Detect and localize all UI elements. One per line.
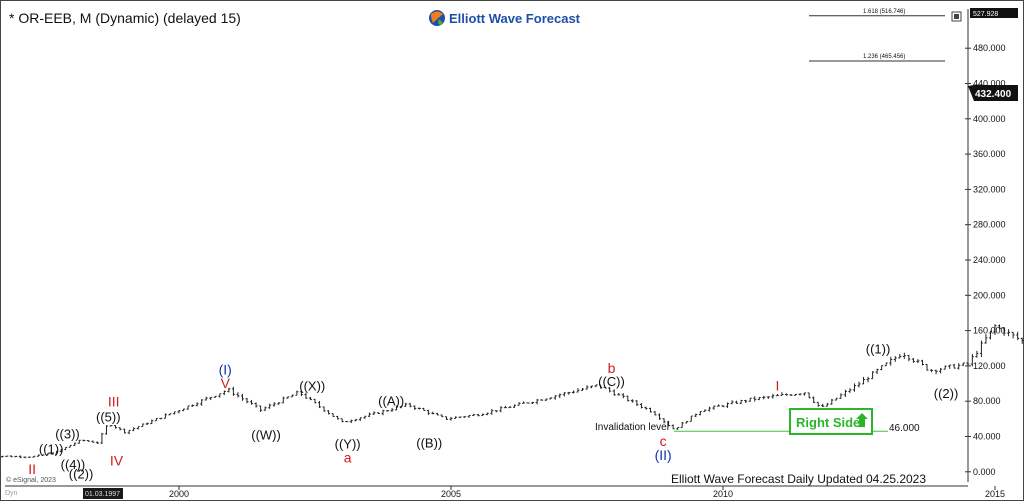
wave-label: ((X)): [299, 379, 325, 394]
invalidation-label: Invalidation level: [595, 422, 669, 433]
ohlc-bars: [1, 324, 1024, 459]
price-tick-label: 160.000: [973, 326, 1006, 336]
right-side-badge-frame: [789, 408, 873, 435]
price-tick-label: 440.000: [973, 79, 1006, 89]
last-price-value: 432.400: [975, 89, 1012, 100]
wave-label: ((4)): [61, 457, 86, 472]
time-tick-label: 2000: [169, 489, 189, 499]
top-price-tag: 527.928: [970, 8, 1018, 18]
price-tick-label: 480.000: [973, 43, 1006, 53]
window-box-inner: [954, 14, 959, 19]
wave-label: ((1)): [39, 441, 64, 456]
up-arrow-icon: [856, 413, 868, 427]
price-tick-label: 240.000: [973, 255, 1006, 265]
wave-label: ((C)): [598, 374, 625, 389]
price-tick-label: 40.000: [973, 432, 1001, 442]
fib-level-label: 1.618 (516.746): [863, 9, 905, 15]
wave-label: ((2)): [69, 467, 94, 482]
wave-label: IV: [110, 452, 124, 468]
globe-land-mark: [438, 19, 443, 25]
settings-button[interactable]: [951, 11, 962, 22]
wave-label: ((W)): [251, 428, 281, 443]
wave-label: ((A)): [378, 394, 404, 409]
wave-label: ((1)): [866, 342, 891, 357]
date-marker: 01.03.1997: [85, 491, 120, 498]
globe-land-mark: [431, 11, 443, 23]
wave-label: ((5)): [96, 409, 121, 424]
axes: 0.000 40.000 80.000 120.000 160.000 200.000 24…: [5, 8, 1006, 499]
right-side-label: Right Side: [796, 415, 860, 430]
wave-label: I: [775, 378, 779, 394]
price-tick-label: 320.000: [973, 184, 1006, 194]
time-tick-label: 2015: [985, 489, 1005, 499]
wave-label: (I): [219, 362, 232, 378]
copyright: © eSignal, 2023: [6, 476, 56, 484]
price-tick-label: 280.000: [973, 220, 1006, 230]
last-price-tag: 432.400: [968, 85, 1018, 101]
last-price-marker: [968, 85, 1018, 101]
wave-label: II: [28, 461, 36, 477]
chart-title: * OR-EEB, M (Dynamic) (delayed 15): [9, 10, 241, 26]
top-price-marker: [970, 8, 1018, 18]
price-tick-label: 360.000: [973, 149, 1006, 159]
wave-label: ((B)): [416, 436, 442, 451]
wave-label: a: [344, 450, 352, 466]
wave-label: c: [660, 433, 667, 449]
wave-label: ((Y)): [335, 437, 361, 452]
chart-overlays: 1.618 (516.746) 1.236 (465.456): [674, 9, 945, 432]
time-tick-label: 2005: [441, 489, 461, 499]
wave-labels: III((1))((2))((3))((4))((5))IIIIV(I)V((W…: [28, 342, 959, 482]
wave-label: (II): [655, 447, 672, 463]
wave-label: b: [608, 360, 616, 376]
price-tick-label: 80.000: [973, 396, 1001, 406]
price-tick-label: 400.000: [973, 114, 1006, 124]
price-tick-label: 0.000: [973, 467, 996, 477]
invalidation-value: 46.000: [889, 423, 920, 434]
corner-label: Dyn: [5, 490, 18, 497]
right-side-badge: Right Side: [789, 408, 873, 435]
top-price-value: 527.928: [973, 11, 998, 18]
brand-logo: Elliott Wave Forecast: [429, 10, 581, 26]
price-tick-label: 200.000: [973, 290, 1006, 300]
date-marker-box: [83, 488, 123, 499]
wave-label: ((3)): [55, 426, 80, 441]
fib-level-label: 1.236 (465.456): [863, 54, 905, 60]
time-tick-label: 2010: [713, 489, 733, 499]
wave-label: ((2)): [934, 386, 959, 401]
brand-name: Elliott Wave Forecast: [449, 11, 581, 26]
updated-note: Elliott Wave Forecast Daily Updated 04.2…: [671, 472, 926, 486]
wave-label: V: [221, 375, 231, 391]
wave-label: III: [108, 393, 120, 409]
price-tick-label: 120.000: [973, 361, 1006, 371]
